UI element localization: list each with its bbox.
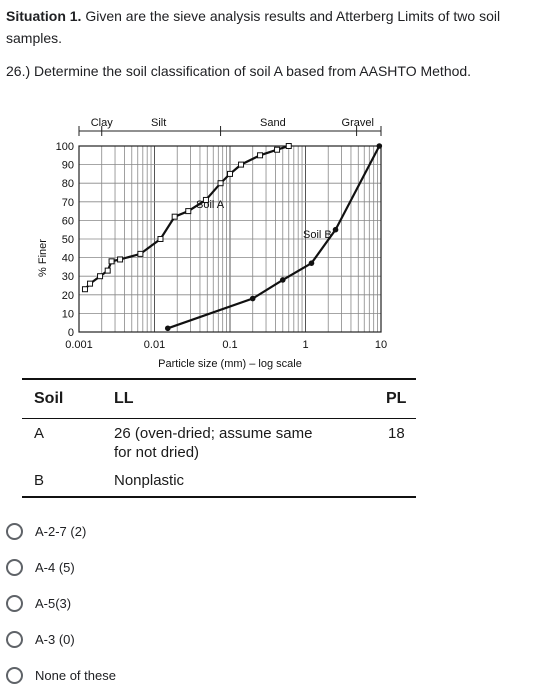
data-point	[257, 152, 264, 159]
radio-icon[interactable]	[6, 666, 23, 684]
x-axis-label: Particle size (mm) – log scale	[158, 358, 302, 370]
option-a-2-7[interactable]: A-2-7 (2)	[6, 519, 306, 543]
data-point	[87, 280, 94, 287]
data-point	[308, 260, 315, 266]
x-tick-label: 0.1	[222, 339, 237, 351]
series-line	[167, 145, 381, 330]
chart-series	[81, 143, 383, 332]
option-label: A-2-7 (2)	[35, 523, 87, 539]
x-tick-label: 10	[375, 339, 387, 351]
table-bottom-rule	[22, 496, 416, 498]
data-point	[376, 143, 383, 149]
data-point	[117, 256, 124, 263]
data-point	[137, 250, 144, 257]
row-a-soil: A	[34, 425, 45, 442]
data-point	[202, 196, 209, 203]
option-a-4[interactable]: A-4 (5)	[6, 555, 306, 579]
data-point	[249, 295, 256, 302]
header-soil: Soil	[34, 390, 64, 407]
y-tick-label: 50	[62, 234, 74, 246]
size-range-label: Clay	[91, 117, 114, 129]
y-tick-label: 70	[62, 197, 74, 209]
radio-icon[interactable]	[6, 630, 23, 648]
y-tick-label: 60	[62, 215, 74, 227]
radio-icon[interactable]	[6, 522, 23, 540]
size-range-label: Silt	[151, 117, 166, 129]
x-tick-label: 0.01	[144, 339, 165, 351]
data-point	[332, 226, 339, 233]
y-tick-label: 40	[62, 253, 74, 265]
y-tick-label: 0	[68, 327, 74, 339]
option-label: A-4 (5)	[35, 559, 75, 575]
data-point	[285, 143, 292, 149]
x-tick-label: 0.001	[65, 339, 93, 351]
series-label-soil-b: Soil B	[303, 229, 332, 241]
situation-description: Given are the sieve analysis results and…	[6, 8, 501, 46]
option-label: A-3 (0)	[35, 631, 75, 647]
radio-icon[interactable]	[6, 558, 23, 576]
data-point	[279, 277, 286, 283]
data-point	[157, 236, 164, 242]
data-point	[164, 325, 171, 332]
y-tick-label: 80	[62, 178, 74, 190]
option-label: A-5(3)	[35, 595, 72, 611]
header-ll: LL	[114, 390, 134, 407]
data-point	[227, 170, 233, 177]
row-a-ll-cont: for not dried)	[114, 444, 200, 461]
table-top-rule	[22, 378, 416, 380]
y-tick-label: 10	[62, 308, 74, 320]
series-label-soil-a: Soil A	[196, 199, 225, 211]
row-a-ll: 26 (oven-dried; assume same	[114, 425, 313, 442]
table-header-rule	[22, 418, 416, 419]
data-point	[81, 286, 88, 293]
radio-icon[interactable]	[6, 594, 23, 612]
option-none[interactable]: None of these	[6, 663, 306, 687]
situation-label: Situation 1.	[6, 8, 82, 24]
x-tick-label: 1	[302, 339, 308, 351]
y-tick-label: 100	[56, 141, 74, 153]
data-point	[97, 273, 104, 280]
chart-axes: 0 10 20 30 40 50 60 70 80 90 100 0.001 0.01 0.1 1 10	[56, 141, 387, 351]
header-pl: PL	[386, 390, 407, 407]
size-range-label: Gravel	[342, 117, 374, 129]
plot-frame	[78, 145, 382, 333]
size-range-bar: Clay Silt Sand Gravel	[78, 117, 382, 136]
data-point	[108, 258, 115, 265]
data-point	[274, 146, 281, 153]
y-tick-label: 30	[62, 271, 74, 283]
grain-size-chart: Clay Silt Sand Gravel 010203040506070809010…	[37, 117, 387, 370]
data-point	[217, 180, 224, 187]
series-line	[84, 144, 290, 290]
data-point	[104, 267, 111, 274]
y-axis-label: % Finer	[37, 239, 49, 277]
option-a-3[interactable]: A-3 (0)	[6, 627, 306, 651]
row-a-pl: 18	[388, 425, 405, 442]
data-point	[185, 208, 192, 215]
y-tick-label: 20	[62, 290, 74, 302]
question-prompt: 26.) Determine the soil classification o…	[6, 63, 472, 79]
situation-text: Situation 1. Given are the sieve analysi…	[6, 5, 546, 49]
data-point	[238, 161, 245, 168]
row-b-ll: Nonplastic	[114, 472, 185, 489]
y-tick-label: 90	[62, 160, 74, 172]
option-a-5[interactable]: A-5(3)	[6, 591, 306, 615]
size-range-label: Sand	[260, 117, 286, 129]
data-point	[171, 213, 178, 220]
option-label: None of these	[35, 667, 116, 683]
row-b-soil: B	[34, 472, 45, 489]
